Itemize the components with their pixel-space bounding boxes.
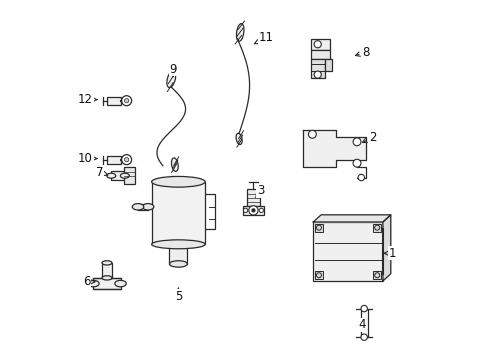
Ellipse shape <box>102 276 112 280</box>
Circle shape <box>251 208 255 212</box>
Circle shape <box>360 334 366 341</box>
Circle shape <box>248 206 258 215</box>
Bar <box>314 271 322 279</box>
Circle shape <box>313 41 321 48</box>
Bar <box>93 278 121 289</box>
Circle shape <box>352 138 360 146</box>
Ellipse shape <box>87 280 99 287</box>
Text: 4: 4 <box>358 318 366 331</box>
Bar <box>111 171 124 180</box>
Bar <box>107 97 121 105</box>
Circle shape <box>124 99 128 103</box>
Ellipse shape <box>236 24 244 41</box>
Bar <box>151 182 205 244</box>
Circle shape <box>360 305 366 312</box>
Ellipse shape <box>120 173 129 178</box>
Bar <box>246 189 259 206</box>
Bar <box>314 224 322 231</box>
Circle shape <box>124 157 128 162</box>
Circle shape <box>259 208 263 212</box>
Text: 6: 6 <box>82 275 95 288</box>
Ellipse shape <box>166 71 175 87</box>
Polygon shape <box>303 130 365 167</box>
Bar <box>107 156 121 164</box>
Text: 5: 5 <box>174 288 182 303</box>
Circle shape <box>313 71 321 78</box>
Text: 10: 10 <box>78 152 97 165</box>
Ellipse shape <box>236 133 242 145</box>
Ellipse shape <box>115 280 126 287</box>
Bar <box>124 167 135 184</box>
Text: 2: 2 <box>362 131 376 144</box>
Bar <box>310 39 329 50</box>
Ellipse shape <box>151 240 205 249</box>
Ellipse shape <box>169 261 187 267</box>
Bar <box>242 206 264 215</box>
Circle shape <box>122 96 131 106</box>
Bar <box>372 224 380 231</box>
Text: 8: 8 <box>355 46 369 59</box>
Bar <box>324 59 331 71</box>
Circle shape <box>243 208 247 212</box>
Text: 12: 12 <box>78 93 97 106</box>
Circle shape <box>308 130 316 138</box>
Text: 3: 3 <box>255 184 264 198</box>
Polygon shape <box>313 215 390 222</box>
Bar <box>313 222 382 281</box>
Ellipse shape <box>106 173 116 178</box>
Text: 9: 9 <box>169 63 177 76</box>
Bar <box>310 50 329 59</box>
Bar <box>372 271 380 279</box>
Ellipse shape <box>142 203 153 210</box>
Text: 11: 11 <box>254 31 273 44</box>
Ellipse shape <box>102 261 112 265</box>
Circle shape <box>352 159 360 167</box>
Ellipse shape <box>151 176 205 187</box>
Bar <box>310 59 324 78</box>
Bar <box>169 244 187 264</box>
Polygon shape <box>382 215 390 281</box>
Ellipse shape <box>171 158 178 171</box>
Bar <box>102 263 112 278</box>
Ellipse shape <box>132 203 143 210</box>
Text: 1: 1 <box>384 247 396 260</box>
Circle shape <box>122 155 131 165</box>
Text: 7: 7 <box>96 166 108 179</box>
Circle shape <box>357 174 364 181</box>
